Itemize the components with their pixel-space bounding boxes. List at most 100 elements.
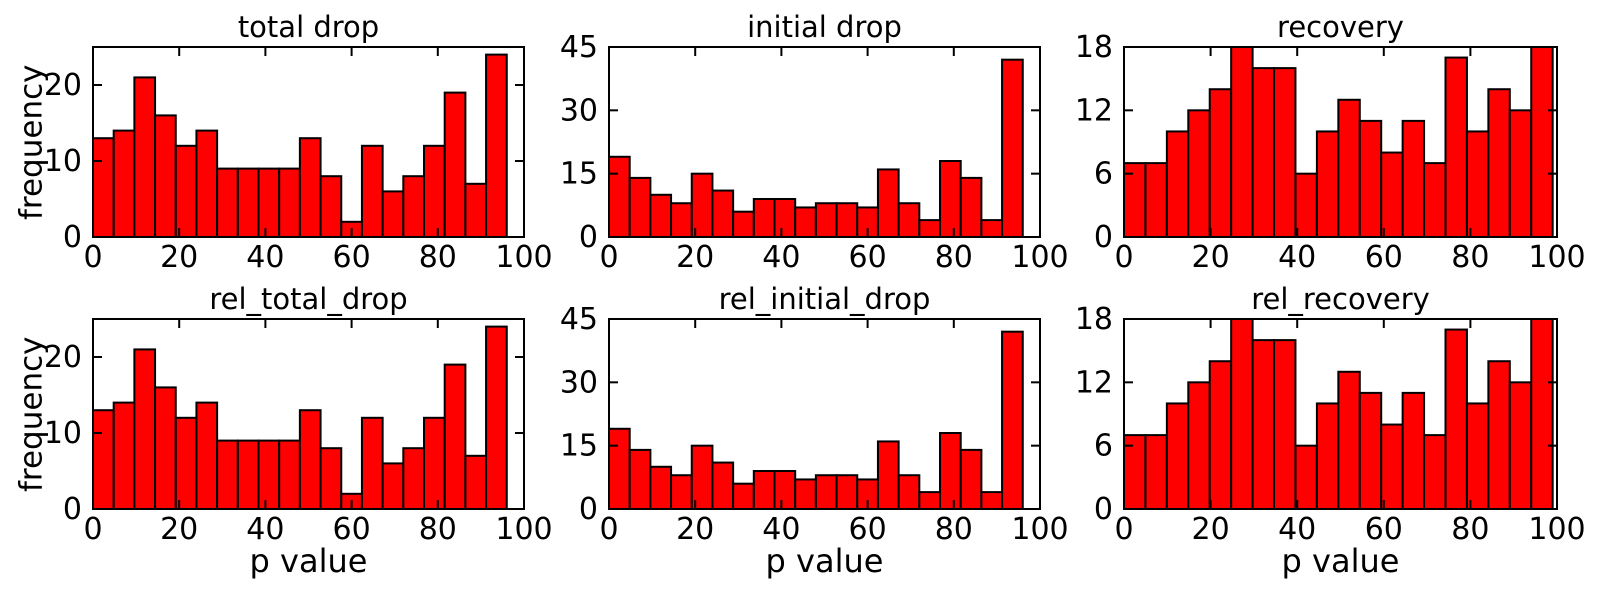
x-tick-label: 20 <box>1192 240 1230 275</box>
x-axis-label: p value <box>765 542 884 580</box>
y-tick-label: 10 <box>44 416 82 451</box>
bars-group <box>92 53 508 239</box>
histogram-bar <box>1423 162 1447 238</box>
histogram-bar <box>298 137 322 238</box>
histogram-bar <box>195 401 219 510</box>
histogram-bar <box>319 175 343 238</box>
x-tick-label: 60 <box>1365 240 1403 275</box>
histogram-bar <box>195 129 219 238</box>
y-tick-label: 18 <box>1075 302 1113 337</box>
x-tick-label: 40 <box>246 240 284 275</box>
subplot-total-drop: total drop frequency 0 20 40 60 80 100 0 10 20 <box>14 13 553 276</box>
x-tick-label: 60 <box>849 240 887 275</box>
x-tick-label: 0 <box>83 240 102 275</box>
bars-group <box>608 330 1024 511</box>
x-tick-label: 0 <box>1114 512 1133 547</box>
histogram-bar <box>794 206 817 239</box>
histogram-bar <box>257 167 281 238</box>
histogram-bar <box>1487 360 1511 510</box>
histogram-bar <box>918 219 942 238</box>
y-tick-label: 6 <box>1094 429 1113 464</box>
histogram-bar <box>133 348 157 511</box>
x-tick-label: 80 <box>419 512 457 547</box>
histogram-bar <box>835 202 859 238</box>
subplot-title: rel_initial_drop <box>718 282 931 316</box>
y-tick-label: 12 <box>1075 93 1113 128</box>
histogram-bar <box>752 470 776 510</box>
histogram-bar <box>1380 423 1404 510</box>
y-axis-label <box>531 47 565 237</box>
histogram-bar <box>423 416 446 510</box>
histogram-bar <box>1251 67 1276 238</box>
histogram-bar <box>1465 402 1490 510</box>
x-axis-label: p value <box>249 542 368 580</box>
histogram-bar <box>1337 370 1361 510</box>
y-tick-label: 18 <box>1075 30 1113 65</box>
histogram-bar <box>773 470 797 510</box>
histogram-bar <box>670 474 693 510</box>
histogram-bar <box>980 491 1004 510</box>
histogram-bar <box>112 129 136 238</box>
x-tick-label: 0 <box>83 512 102 547</box>
x-tick-label: 100 <box>1011 512 1068 547</box>
x-tick-label: 80 <box>419 240 457 275</box>
histogram-bar <box>1508 109 1533 238</box>
y-tick-label: 0 <box>1094 220 1113 255</box>
axes-frame <box>1123 46 1558 238</box>
histogram-bar <box>1465 130 1490 238</box>
histogram-bar <box>835 474 859 510</box>
histogram-plot: 0 20 40 60 80 100 0 6 12 18 <box>1075 302 1586 547</box>
histogram-bar <box>690 444 714 510</box>
histogram-bar <box>918 491 942 510</box>
x-tick-label: 80 <box>1451 240 1489 275</box>
histogram-bar <box>628 448 652 510</box>
histogram-bar <box>732 482 755 510</box>
histogram-bar <box>1423 434 1447 510</box>
histogram-bar <box>443 91 467 238</box>
x-tick-label: 20 <box>676 512 714 547</box>
x-tick-label: 60 <box>333 512 371 547</box>
histogram-bar <box>381 190 405 238</box>
subplot-initial-drop: initial drop 0 20 40 60 80 100 0 15 30 45 <box>560 13 1069 276</box>
x-tick-label: 100 <box>1528 512 1585 547</box>
histogram-bar <box>1487 88 1511 238</box>
histogram-bar <box>236 167 260 238</box>
histogram-bar <box>670 202 693 238</box>
histogram-plot: 0 20 40 60 80 100 0 10 20 <box>44 46 553 275</box>
x-tick-label: 100 <box>495 512 552 547</box>
histogram-bar <box>216 167 239 238</box>
x-tick-label: 20 <box>1192 512 1230 547</box>
y-axis-label <box>531 319 565 509</box>
histogram-bar <box>1337 98 1361 238</box>
histogram-bar <box>360 416 384 510</box>
histogram-plot: 0 20 40 60 80 100 0 15 30 45 <box>560 302 1069 547</box>
histogram-bar <box>1444 56 1468 239</box>
histogram-bar <box>464 182 488 239</box>
histogram-bar <box>1187 381 1211 510</box>
histogram-bar <box>1530 318 1554 510</box>
histogram-bar <box>1358 391 1383 510</box>
subplot-title: initial drop <box>747 10 902 44</box>
histogram-bar <box>1001 58 1024 239</box>
histogram-bar <box>1187 109 1211 238</box>
histogram-bar <box>1144 434 1168 510</box>
subplot-title: recovery <box>1277 10 1404 44</box>
histogram-bar <box>92 409 115 510</box>
subplot-title: total drop <box>237 10 380 44</box>
histogram-bar <box>1273 67 1297 238</box>
histogram-bar <box>381 462 405 510</box>
x-axis-label: p value <box>1281 542 1400 580</box>
histogram-bar <box>92 137 115 238</box>
axes-frame <box>608 46 1041 238</box>
histogram-bar <box>649 465 673 510</box>
subplot-title: rel_total_drop <box>209 282 408 316</box>
histogram-bar <box>711 461 735 510</box>
x-tick-label: 100 <box>495 240 552 275</box>
histogram-bar <box>1165 130 1190 238</box>
axes-frame <box>92 318 525 510</box>
histogram-bar <box>980 219 1004 238</box>
histogram-bar <box>174 416 198 510</box>
histogram-bar <box>257 439 281 510</box>
x-tick-label: 40 <box>1278 512 1316 547</box>
x-tick-label: 0 <box>599 512 618 547</box>
